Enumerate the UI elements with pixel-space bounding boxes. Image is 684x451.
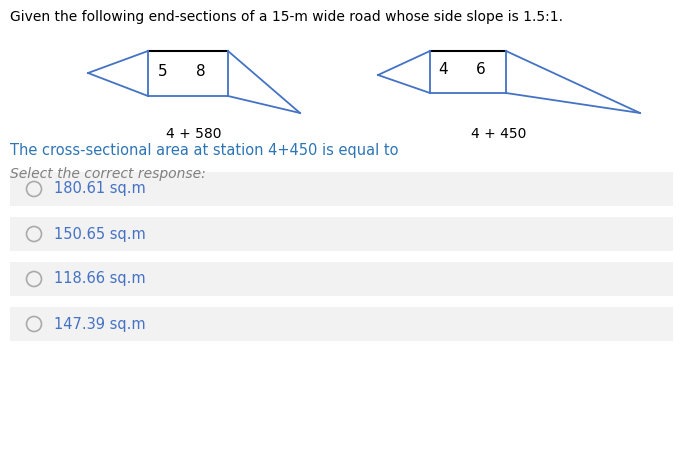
Text: 6: 6 [476,63,486,78]
Text: 150.65 sq.m: 150.65 sq.m [54,226,146,241]
Text: The cross-sectional area at station 4+450 is equal to: The cross-sectional area at station 4+45… [10,143,399,158]
Text: 118.66 sq.m: 118.66 sq.m [54,272,146,286]
Text: 8: 8 [196,64,206,79]
Text: 4: 4 [438,63,447,78]
Text: 4 + 450: 4 + 450 [471,127,527,141]
Bar [10,172,673,206]
Bar [10,307,673,341]
Text: 5: 5 [158,64,168,79]
Text: Select the correct response:: Select the correct response: [10,167,206,181]
Text: 147.39 sq.m: 147.39 sq.m [54,317,146,331]
Bar [10,262,673,296]
Text: 180.61 sq.m: 180.61 sq.m [54,181,146,197]
Text: Given the following end-sections of a 15-m wide road whose side slope is 1.5:1.: Given the following end-sections of a 15… [10,10,563,24]
Text: 4 + 580: 4 + 580 [166,127,222,141]
Bar [10,217,673,251]
